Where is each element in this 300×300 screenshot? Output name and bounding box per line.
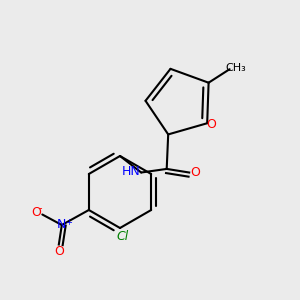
Text: Cl: Cl [116,230,128,243]
Text: N: N [57,218,67,232]
Text: HN: HN [121,164,140,178]
Text: +: + [65,218,72,227]
Text: O: O [54,244,64,258]
Text: CH₃: CH₃ [226,63,247,73]
Text: O: O [206,118,216,131]
Text: O: O [32,206,41,220]
Text: -: - [38,203,42,213]
Text: O: O [190,166,200,179]
